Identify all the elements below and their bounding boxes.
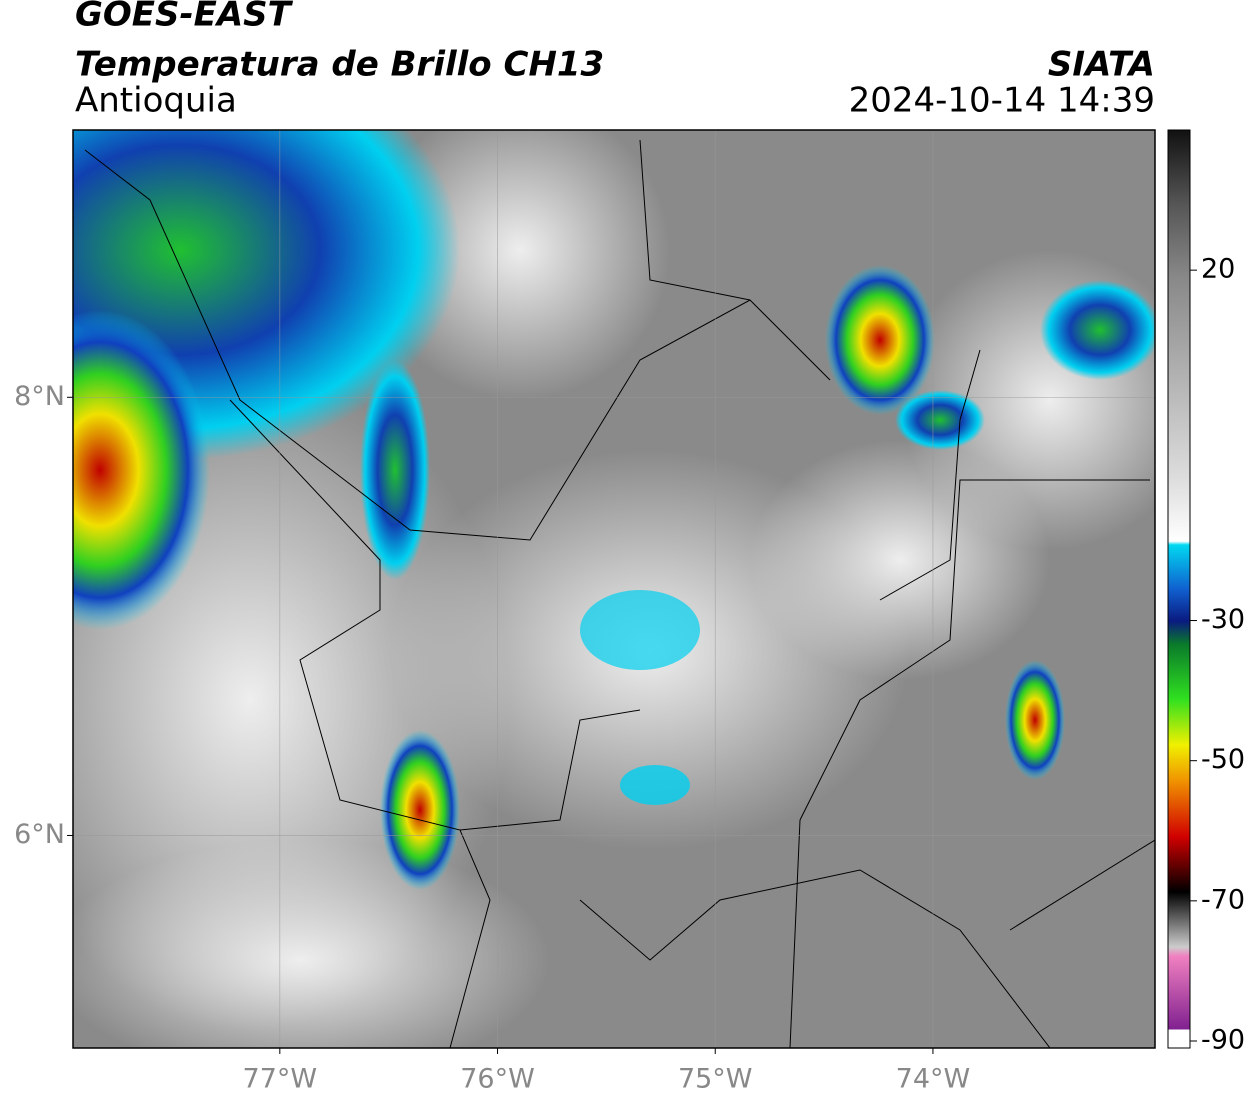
x-tick-label: 74°W: [896, 1064, 971, 1095]
title: GOES-EAST: [75, 0, 294, 35]
subtitle: Temperatura de Brillo CH13: [75, 45, 604, 85]
source: SIATA: [1048, 45, 1155, 85]
y-tick-label: 8°N: [14, 381, 65, 412]
y-tick-label: 6°N: [14, 819, 65, 850]
grid: [73, 130, 1155, 1048]
colorbar-tick-label: -90: [1201, 1024, 1245, 1055]
region: Antioquia: [75, 81, 237, 121]
x-tick-label: 77°W: [243, 1064, 318, 1095]
datetime: 2024-10-14 14:39: [849, 81, 1155, 121]
imagery: [73, 130, 1155, 1048]
x-tick-label: 76°W: [460, 1064, 535, 1095]
map-frame: [72, 129, 1156, 1049]
colorbar-tick-label: 20: [1201, 254, 1235, 285]
colorbar-tick-label: -50: [1201, 744, 1245, 775]
colorbar-tick-label: -70: [1201, 884, 1245, 915]
colorbar: [1167, 129, 1191, 1049]
colorbar-tick-label: -30: [1201, 604, 1245, 635]
x-tick-label: 75°W: [678, 1064, 753, 1095]
